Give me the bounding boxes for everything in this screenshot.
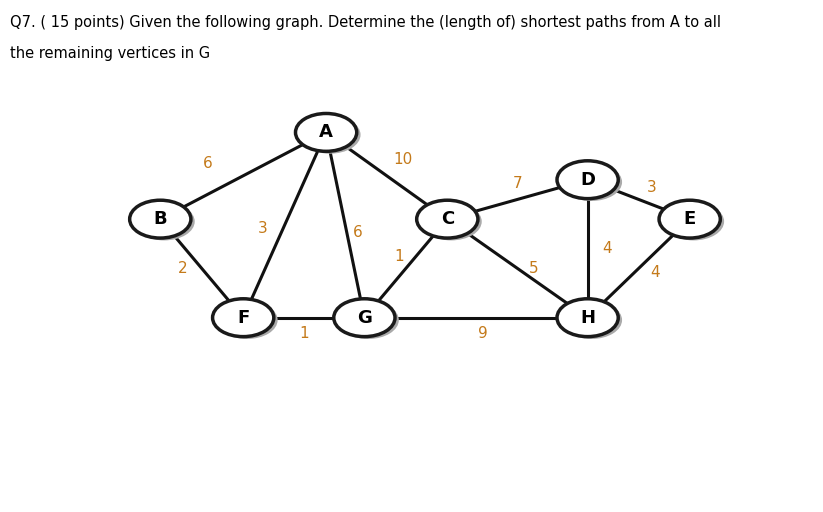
Circle shape: [130, 200, 191, 238]
Text: H: H: [580, 309, 595, 327]
Text: 6: 6: [203, 157, 213, 172]
Circle shape: [557, 299, 618, 336]
Text: C: C: [440, 210, 454, 228]
Text: 3: 3: [647, 180, 656, 195]
Text: 3: 3: [258, 222, 267, 237]
Text: 1: 1: [299, 326, 309, 341]
Text: 1: 1: [395, 249, 404, 264]
Text: A: A: [319, 123, 333, 141]
Circle shape: [216, 301, 277, 339]
Circle shape: [212, 299, 274, 336]
Text: Q7. ( 15 points) Given the following graph. Determine the (length of) shortest p: Q7. ( 15 points) Given the following gra…: [10, 15, 721, 30]
Text: D: D: [580, 170, 595, 189]
Text: the remaining vertices in G: the remaining vertices in G: [10, 46, 210, 61]
Text: 10: 10: [393, 153, 412, 167]
Circle shape: [421, 203, 481, 241]
Circle shape: [659, 200, 720, 238]
Circle shape: [557, 161, 618, 199]
Circle shape: [334, 299, 395, 336]
Text: 9: 9: [477, 326, 487, 341]
Text: 6: 6: [353, 225, 363, 241]
Text: 2: 2: [178, 261, 188, 276]
Text: F: F: [237, 309, 249, 327]
Circle shape: [560, 301, 622, 339]
Text: 4: 4: [602, 241, 611, 256]
Text: E: E: [684, 210, 695, 228]
Circle shape: [295, 114, 356, 152]
Text: B: B: [153, 210, 167, 228]
Text: G: G: [357, 309, 372, 327]
Text: 7: 7: [513, 176, 523, 191]
Circle shape: [560, 163, 622, 201]
Circle shape: [337, 301, 399, 339]
Circle shape: [416, 200, 478, 238]
Text: 5: 5: [528, 261, 538, 276]
Circle shape: [663, 203, 724, 241]
Circle shape: [300, 116, 360, 154]
Text: 4: 4: [650, 265, 659, 280]
Circle shape: [133, 203, 195, 241]
